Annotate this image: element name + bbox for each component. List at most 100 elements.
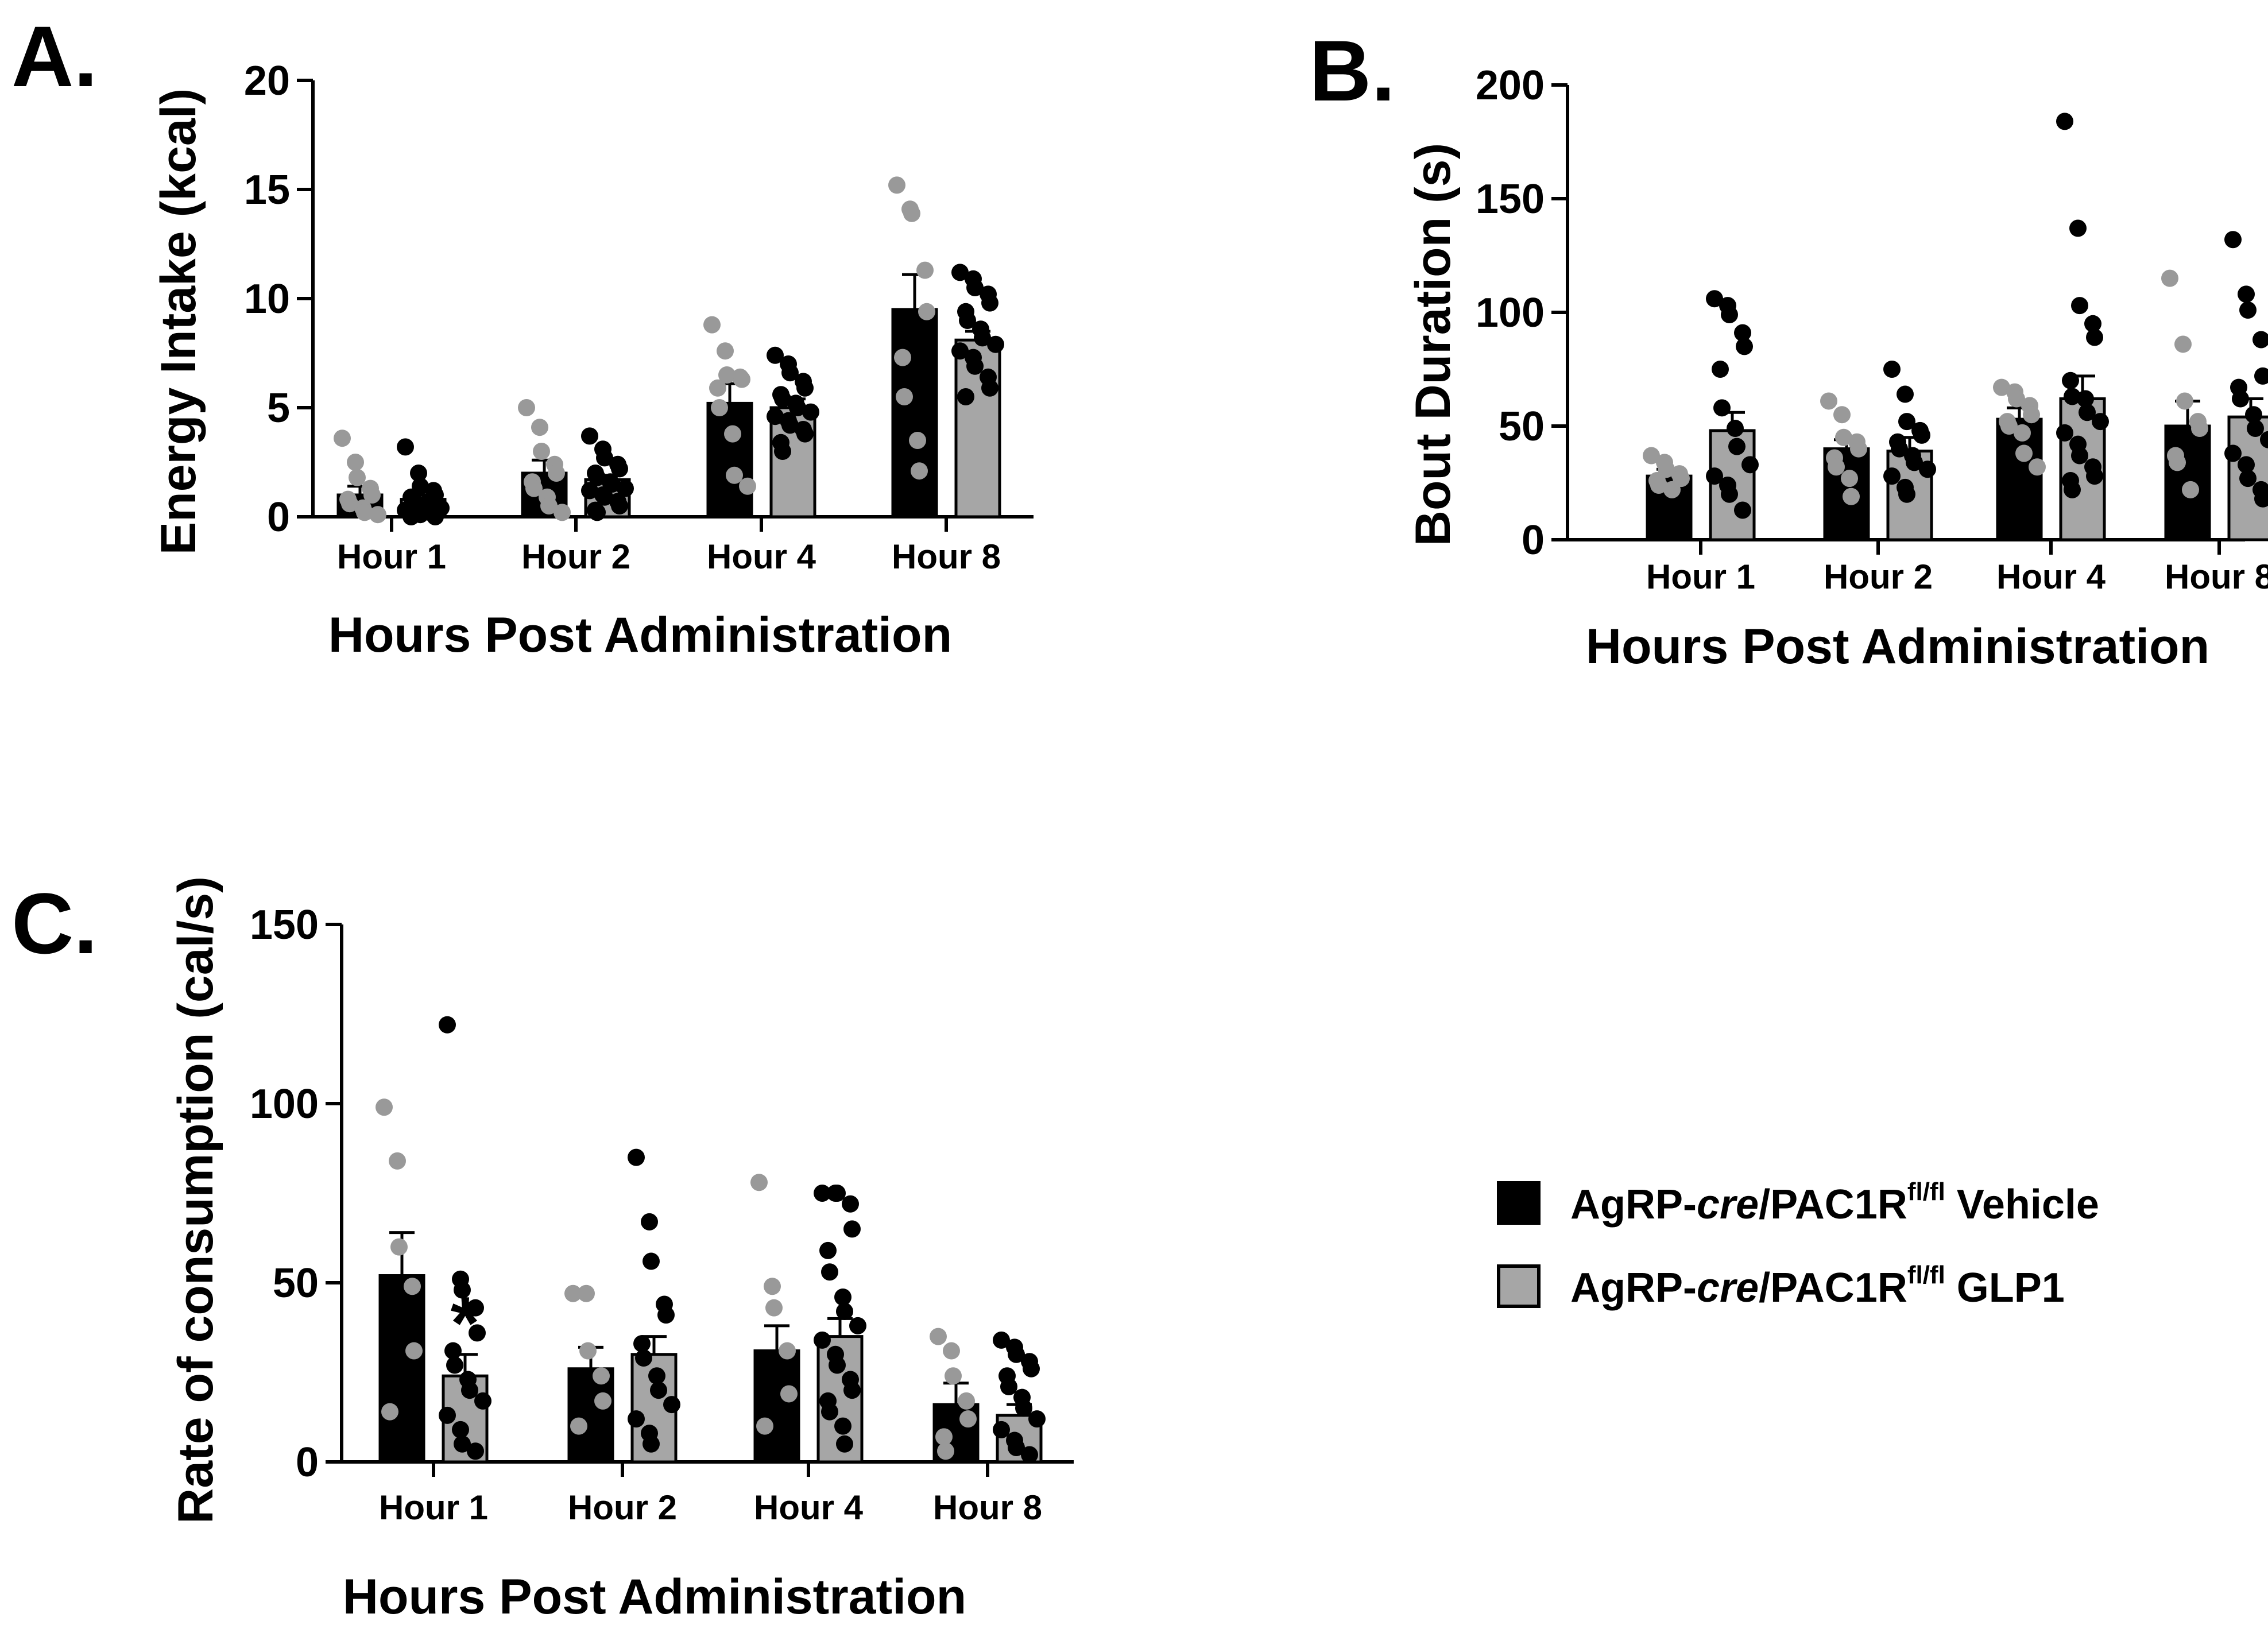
data-point (444, 1342, 462, 1360)
data-point (781, 416, 799, 434)
data-point (663, 1396, 680, 1414)
data-point (943, 1342, 960, 1360)
panel-a: A. Energy Intake (kcal) Hours Post Admin… (11, 8, 1034, 663)
data-point (531, 419, 548, 436)
data-point (439, 1016, 456, 1034)
data-point (1736, 338, 1753, 355)
data-point (570, 1417, 587, 1435)
data-point (404, 1278, 421, 1295)
legend-swatch-vehicle (1497, 1181, 1541, 1225)
y-tick-label: 0 (267, 494, 290, 540)
data-point (2071, 447, 2088, 465)
data-point (581, 427, 598, 445)
data-point (836, 1302, 853, 1320)
data-point (2015, 444, 2033, 462)
data-point (718, 366, 736, 384)
data-point (843, 1382, 861, 1399)
data-point (819, 1241, 837, 1259)
x-tick-label: Hour 8 (933, 1488, 1042, 1527)
data-point (1721, 485, 1738, 503)
data-point (1883, 467, 1901, 485)
data-point (703, 316, 721, 334)
data-point (611, 497, 628, 514)
data-point (2238, 285, 2255, 303)
data-point (829, 1185, 846, 1202)
data-point (814, 1331, 831, 1349)
data-point (834, 1288, 852, 1306)
data-point (1898, 413, 1915, 431)
legend-swatch-glp1 (1497, 1264, 1541, 1308)
panel-a-x-axis-title: Hours Post Administration (328, 608, 952, 663)
data-point (628, 1148, 645, 1166)
x-tick-label: Hour 4 (707, 537, 816, 576)
data-point (945, 1367, 962, 1385)
data-point (842, 1195, 859, 1213)
data-point (711, 399, 728, 416)
data-point (843, 1220, 861, 1238)
x-tick-label: Hour 1 (337, 537, 446, 576)
data-point (930, 1328, 947, 1345)
data-point (369, 506, 386, 524)
data-point (657, 1306, 675, 1324)
data-point (643, 1252, 660, 1270)
data-point (1721, 305, 1738, 323)
data-point (2056, 113, 2073, 130)
data-point (935, 1428, 953, 1446)
bar (753, 1349, 800, 1464)
y-tick-label: 150 (250, 902, 319, 948)
x-tick-label: Hour 4 (754, 1488, 864, 1527)
data-point (774, 443, 791, 460)
data-point (909, 432, 926, 449)
data-point (774, 390, 791, 408)
data-point (1891, 440, 1908, 458)
panel-b-y-axis-title: Bout Duration (s) (1406, 143, 1461, 546)
data-point (1015, 1399, 1032, 1417)
data-point (589, 469, 606, 486)
data-point (405, 1342, 423, 1360)
data-point (2161, 269, 2178, 287)
data-point (717, 342, 734, 360)
y-tick-label: 150 (1476, 176, 1545, 222)
data-point (439, 1406, 456, 1424)
data-point (958, 1392, 975, 1410)
data-point (2023, 406, 2040, 424)
significance-marker: * (451, 1281, 480, 1365)
data-point (1993, 378, 2010, 396)
data-point (1000, 1378, 1017, 1395)
panel-a-plot: 0 5 10 15 20 Hour 1 Hour 2 Hour 4 Hour 8 (244, 58, 1034, 576)
data-point (633, 1335, 651, 1353)
data-point (2000, 417, 2018, 435)
data-point (981, 379, 998, 397)
data-point (724, 425, 741, 443)
legend: AgRP-cre/PAC1Rfl/fl Vehicle AgRP-cre/PAC… (1497, 1178, 2099, 1311)
y-tick-label: 15 (244, 167, 290, 213)
data-point (1820, 392, 1837, 410)
legend-label-glp1: AgRP-cre/PAC1Rfl/fl GLP1 (1570, 1261, 2065, 1311)
data-point (2077, 390, 2094, 408)
y-tick-label: 100 (1476, 290, 1545, 336)
data-point (1028, 1410, 1046, 1428)
data-point (643, 1435, 660, 1453)
data-point (1728, 438, 1745, 455)
legend-item-vehicle: AgRP-cre/PAC1Rfl/fl Vehicle (1497, 1178, 2099, 1228)
data-point (2062, 372, 2079, 389)
data-point (1008, 1439, 1025, 1457)
data-point (1643, 447, 1660, 465)
panel-c-y-axis-title: Rate of consumption (cal/s) (168, 876, 223, 1524)
data-point (814, 1185, 831, 1202)
data-point (959, 312, 976, 329)
data-point (993, 1331, 1010, 1349)
data-point (709, 379, 726, 397)
data-point (467, 1442, 484, 1460)
x-tick-label: Hour 8 (2165, 558, 2268, 596)
data-point (1913, 426, 1930, 444)
data-point (765, 1299, 783, 1317)
data-point (2064, 481, 2081, 498)
panel-b-letter: B. (1309, 22, 1395, 119)
data-point (888, 176, 905, 194)
x-tick-label: Hour 4 (1996, 558, 2106, 596)
data-point (1663, 481, 1681, 498)
data-point (454, 1281, 471, 1299)
data-point (2008, 390, 2025, 408)
